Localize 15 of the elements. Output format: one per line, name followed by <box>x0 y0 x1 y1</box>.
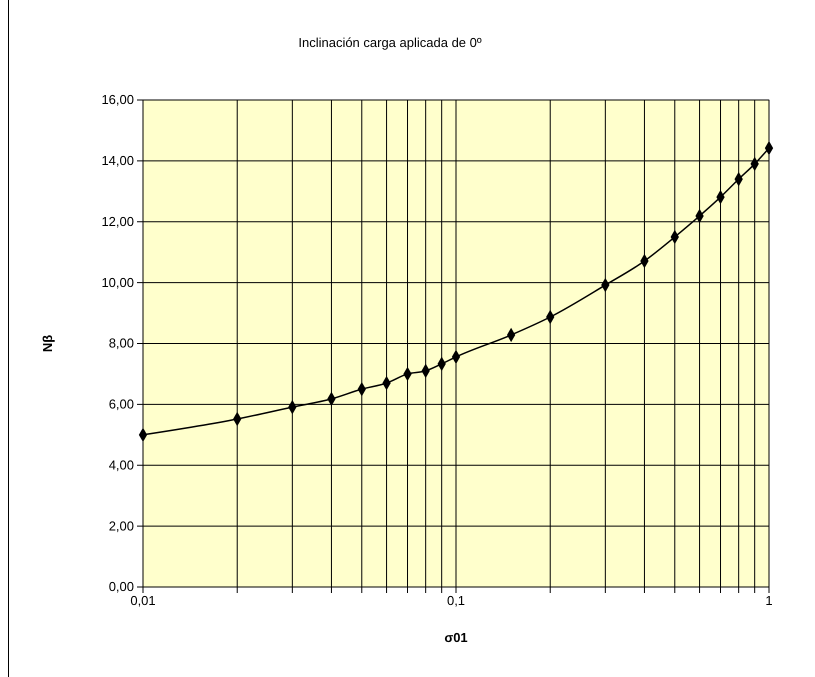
y-tick-label: 10,00 <box>101 274 134 290</box>
x-tick-label: 0,1 <box>446 593 466 608</box>
y-tick-label: 14,00 <box>101 153 134 168</box>
y-tick-label: 16,00 <box>101 92 134 108</box>
chart-title: Inclinación carga aplicada de 0º <box>298 35 482 50</box>
y-tick-label: 12,00 <box>101 214 134 229</box>
y-tick-label: 0,00 <box>108 579 134 594</box>
x-tick-label: 1 <box>765 593 773 608</box>
y-tick-label: 8,00 <box>108 336 134 351</box>
y-tick-label: 6,00 <box>108 396 134 412</box>
y-tick-label: 2,00 <box>108 518 134 534</box>
y-tick-label: 4,00 <box>108 457 134 472</box>
y-axis-title: Nβ <box>40 334 55 352</box>
x-tick-label: 0,01 <box>130 593 156 608</box>
x-axis-title: σ01 <box>444 630 468 645</box>
